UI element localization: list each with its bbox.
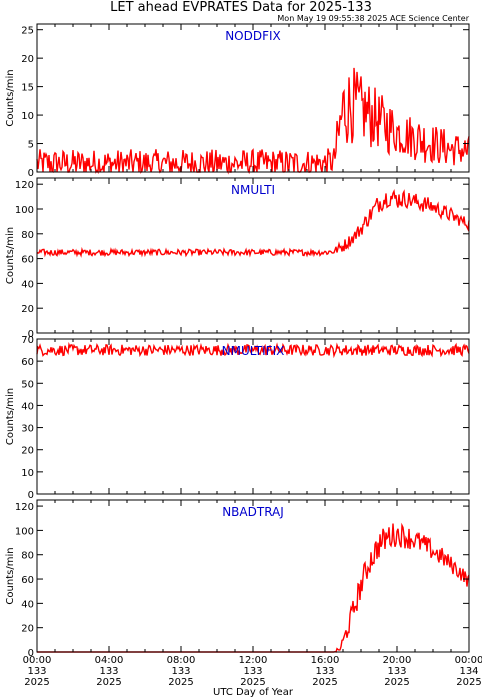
x-tick-label: 2025 <box>24 677 49 688</box>
panel-nbadtraj: 0 20 40 60 80 100 120 Counts/min NBADTRAJ <box>5 499 470 659</box>
y-tick-label: 25 <box>21 26 34 37</box>
y-axis-label: Counts/min <box>5 227 16 284</box>
panel-label-nmulti: NMULTI <box>231 183 275 197</box>
y-tick-label: 100 <box>15 526 34 537</box>
panel-label-nbadtraj: NBADTRAJ <box>222 505 284 519</box>
x-tick-label: 134 <box>459 666 478 677</box>
chart-title: LET ahead EVPRATES Data for 2025-133 <box>110 0 372 15</box>
panels: 0510152025Counts/minNODDFIX0204060801001… <box>5 23 470 659</box>
x-tick-label: 04:00 <box>95 655 124 666</box>
x-tick-label: 12:00 <box>239 655 268 666</box>
y-tick-label: 40 <box>21 599 34 610</box>
y-tick-label: 60 <box>21 357 34 368</box>
y-tick-label: 30 <box>21 424 34 435</box>
y-axis-label: Counts/min <box>5 69 16 126</box>
timestamp: Mon May 19 09:55:38 2025 ACE Science Cen… <box>277 14 469 23</box>
y-tick-label: 80 <box>21 551 34 562</box>
y-tick-label: 40 <box>21 401 34 412</box>
y-axis-label: Counts/min <box>5 388 16 445</box>
x-tick-label: 00:00 <box>455 655 482 666</box>
x-tick-label: 2025 <box>96 677 121 688</box>
y-tick-label: 20 <box>21 304 34 315</box>
x-tick-label: 133 <box>99 666 118 677</box>
x-tick-label: 2025 <box>456 677 481 688</box>
y-tick-label: 60 <box>21 575 34 586</box>
y-tick-label: 0 <box>28 490 34 501</box>
x-tick-label: 16:00 <box>311 655 340 666</box>
x-tick-label: 2025 <box>168 677 193 688</box>
y-tick-label: 120 <box>15 502 34 513</box>
y-tick-label: 20 <box>21 624 34 635</box>
y-tick-label: 10 <box>21 111 34 122</box>
y-tick-label: 0 <box>28 329 34 340</box>
series-line-nmultifix <box>36 341 470 359</box>
panel-label-nmultifix: NMULTIFIX <box>222 344 285 358</box>
x-tick-label: 133 <box>387 666 406 677</box>
y-tick-label: 0 <box>28 168 34 179</box>
y-tick-label: 120 <box>15 180 34 191</box>
x-tick-label: 2025 <box>240 677 265 688</box>
y-tick-label: 15 <box>21 83 34 94</box>
y-tick-label: 50 <box>21 379 34 390</box>
x-tick-label: 133 <box>27 666 46 677</box>
x-tick-label: 08:00 <box>167 655 196 666</box>
panel-noddfix: 0 5 10 15 20 25 Counts/min NODDFIX <box>5 23 470 179</box>
x-tick-label: 133 <box>315 666 334 677</box>
y-tick-label: 20 <box>21 54 34 65</box>
x-tick-label: 00:00 <box>23 655 52 666</box>
y-axis-label: Counts/min <box>5 547 16 604</box>
y-tick-label: 40 <box>21 279 34 290</box>
x-axis-label: UTC Day of Year <box>213 687 294 698</box>
y-tick-label: 5 <box>28 140 34 151</box>
x-axis: 00:00133202504:00133202508:00133202512:0… <box>23 655 482 688</box>
y-tick-label: 0 <box>28 648 34 659</box>
series-line-nmulti <box>36 188 470 258</box>
y-tick-label: 60 <box>21 255 34 266</box>
x-tick-label: 2025 <box>384 677 409 688</box>
x-tick-label: 2025 <box>312 677 337 688</box>
series-line-noddfix <box>36 67 470 175</box>
x-tick-label: 133 <box>171 666 190 677</box>
y-tick-label: 10 <box>21 468 34 479</box>
y-tick-label: 20 <box>21 446 34 457</box>
y-tick-label: 80 <box>21 230 34 241</box>
x-tick-label: 20:00 <box>383 655 412 666</box>
x-tick-label: 133 <box>243 666 262 677</box>
panel-nmultifix: 0 10 20 30 40 50 60 70 Counts/min NMULTIFIX <box>5 335 470 501</box>
panel-nmulti: 0 20 40 60 80 100 120 Counts/min NMULTI <box>5 177 470 340</box>
panel-label-noddfix: NODDFIX <box>225 29 281 43</box>
y-tick-label: 70 <box>21 335 34 346</box>
y-tick-label: 100 <box>15 205 34 216</box>
